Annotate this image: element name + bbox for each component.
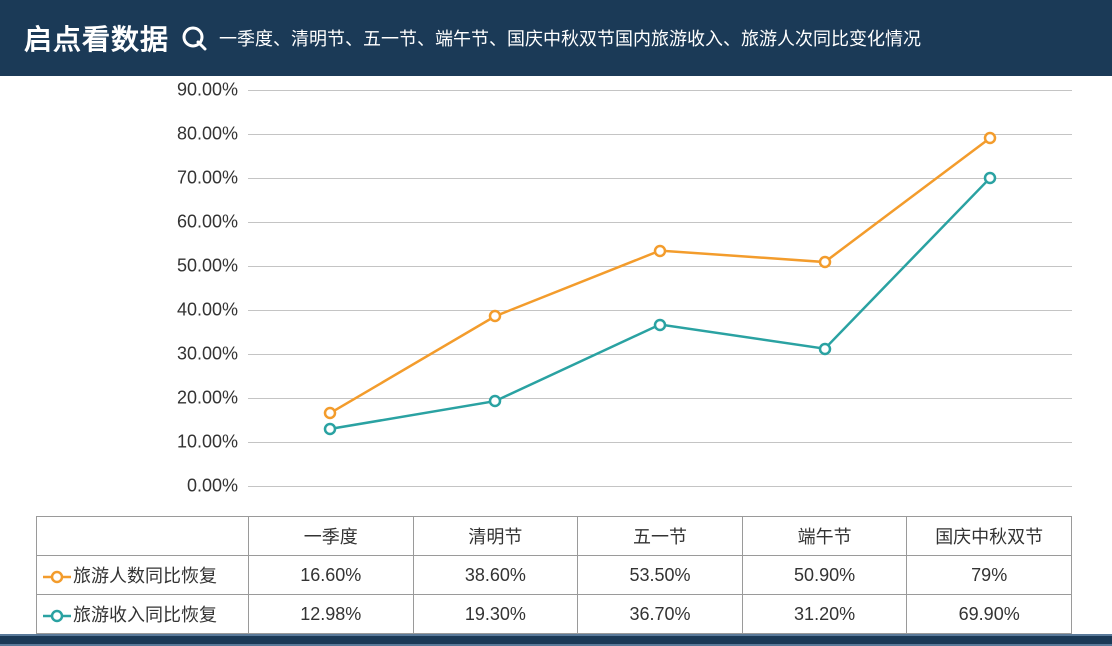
table-row: 旅游收入同比恢复 12.98%19.30%36.70%31.20%69.90% xyxy=(37,595,1072,634)
y-tick-label: 70.00% xyxy=(177,168,238,189)
table-data-cell: 69.90% xyxy=(907,595,1072,634)
header-bar: 启点看数据 一季度、清明节、五一节、端午节、国庆中秋双节国内旅游收入、旅游人次同… xyxy=(0,0,1112,76)
series-label-cell: 旅游人数同比恢复 xyxy=(37,556,249,595)
table-header-cell: 清明节 xyxy=(413,517,578,556)
table-data-cell: 53.50% xyxy=(578,556,743,595)
table-corner-cell xyxy=(37,517,249,556)
table-header-row: 一季度清明节五一节端午节国庆中秋双节 xyxy=(37,517,1072,556)
series-name: 旅游人数同比恢复 xyxy=(73,566,217,586)
y-tick-label: 0.00% xyxy=(187,476,238,497)
table-data-cell: 79% xyxy=(907,556,1072,595)
y-tick-label: 30.00% xyxy=(177,343,238,364)
y-tick-label: 50.00% xyxy=(177,256,238,277)
table-data-cell: 36.70% xyxy=(578,595,743,634)
legend-marker-icon xyxy=(43,609,71,623)
table-header-cell: 端午节 xyxy=(742,517,907,556)
table-header-cell: 国庆中秋双节 xyxy=(907,517,1072,556)
data-table: 一季度清明节五一节端午节国庆中秋双节旅游人数同比恢复 16.60%38.60%53… xyxy=(36,516,1072,634)
footer-strip xyxy=(0,634,1112,646)
table-data-cell: 16.60% xyxy=(249,556,414,595)
series-line xyxy=(330,178,989,428)
series-name: 旅游收入同比恢复 xyxy=(73,605,217,625)
table-header-cell: 一季度 xyxy=(249,517,414,556)
header-title: 启点看数据 xyxy=(24,18,169,58)
series-label-cell: 旅游收入同比恢复 xyxy=(37,595,249,634)
data-table-wrap: 一季度清明节五一节端午节国庆中秋双节旅游人数同比恢复 16.60%38.60%53… xyxy=(0,516,1112,634)
y-tick-label: 60.00% xyxy=(177,211,238,232)
y-tick-label: 40.00% xyxy=(177,300,238,321)
chart-plot-area: 0.00% 10.00% 20.00% 30.00% 40.00% 50.00% 60.00… xyxy=(0,76,1112,516)
y-tick-label: 10.00% xyxy=(177,432,238,453)
legend-marker-icon xyxy=(43,570,71,584)
table-data-cell: 50.90% xyxy=(742,556,907,595)
table-header-cell: 五一节 xyxy=(578,517,743,556)
table-data-cell: 31.20% xyxy=(742,595,907,634)
series-line xyxy=(330,138,989,413)
table-row: 旅游人数同比恢复 16.60%38.60%53.50%50.90%79% xyxy=(37,556,1072,595)
table-data-cell: 12.98% xyxy=(249,595,414,634)
y-tick-label: 20.00% xyxy=(177,388,238,409)
header-subtitle: 一季度、清明节、五一节、端午节、国庆中秋双节国内旅游收入、旅游人次同比变化情况 xyxy=(219,25,921,51)
table-data-cell: 19.30% xyxy=(413,595,578,634)
q-logo-icon xyxy=(181,25,207,51)
table-data-cell: 38.60% xyxy=(413,556,578,595)
y-tick-label: 80.00% xyxy=(177,124,238,145)
chart-lines xyxy=(248,90,1072,486)
gridline xyxy=(248,486,1072,487)
y-tick-label: 90.00% xyxy=(177,80,238,101)
